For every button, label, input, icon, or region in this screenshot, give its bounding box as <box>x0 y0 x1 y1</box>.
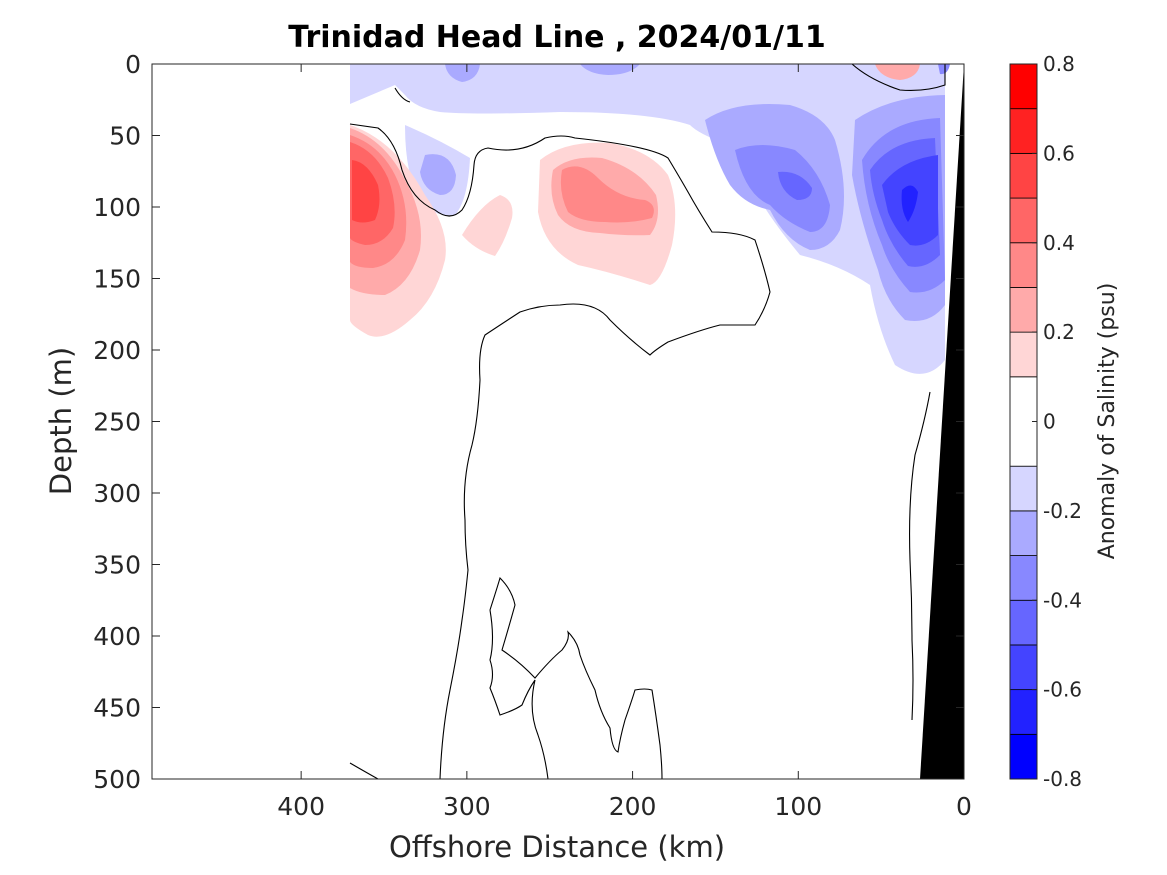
zero-contour-bottom-left <box>349 762 379 779</box>
bathymetry-shelf <box>920 64 964 779</box>
x-tick-label: 0 <box>956 792 972 821</box>
zero-contour-deep-loop-2 <box>489 609 549 779</box>
zero-contour-deep-loop <box>489 576 663 779</box>
colorbar-swatch <box>1009 510 1038 556</box>
x-tick-label: 400 <box>277 792 325 821</box>
x-axis: 400 300 200 100 0 <box>277 64 972 821</box>
zero-contour-main <box>349 123 771 779</box>
x-tick-label: 200 <box>609 792 657 821</box>
colorbar-swatch <box>1009 644 1038 691</box>
colorbar-tick-label: 0.2 <box>1043 320 1075 344</box>
y-tick-label: 350 <box>93 551 141 580</box>
colorbar-swatch <box>1009 733 1038 780</box>
colorbar-label: Anomaly of Salinity (psu) <box>1095 283 1120 560</box>
colorbar-swatch <box>1009 555 1038 601</box>
neg-anomaly-surface-patch <box>445 64 480 82</box>
colorbar-tick-label: -0.2 <box>1043 499 1082 523</box>
colorbar-tick-label: 0 <box>1043 410 1056 434</box>
y-axis-label: Depth (m) <box>44 347 78 495</box>
y-tick-label: 0 <box>125 50 141 79</box>
pos-anomaly-mid-small-lobe <box>462 195 513 256</box>
colorbar-swatch <box>1009 108 1038 154</box>
zero-contour-surface-left <box>394 87 411 103</box>
y-tick-label: 300 <box>93 479 141 508</box>
chart-title: Trinidad Head Line , 2024/01/11 <box>288 20 825 55</box>
colorbar-swatch <box>1009 152 1038 199</box>
x-tick-label: 300 <box>443 792 491 821</box>
zero-contour-surface-nearshore <box>851 64 946 91</box>
x-tick-label: 100 <box>774 792 822 821</box>
y-tick-label: 100 <box>93 193 141 222</box>
y-tick-label: 200 <box>93 336 141 365</box>
pos-anomaly-mid-l3 <box>560 166 654 223</box>
x-axis-label: Offshore Distance (km) <box>389 830 725 864</box>
pos-anomaly-surface-nearshore <box>875 64 920 80</box>
colorbar-tick-label: 0.6 <box>1043 141 1075 165</box>
y-axis: 0 50 100 150 200 250 300 350 400 450 500 <box>93 50 964 794</box>
neg-anomaly-surface-corner <box>938 64 950 75</box>
y-tick-label: 250 <box>93 408 141 437</box>
colorbar: 0.8 0.6 0.4 0.2 0 -0.2 -0.4 -0.6 -0.8 <box>1009 52 1082 791</box>
colorbar-tick-label: 0.8 <box>1043 52 1075 76</box>
y-tick-label: 450 <box>93 694 141 723</box>
zero-contour-nearshore <box>909 391 931 721</box>
y-tick-label: 50 <box>109 122 141 151</box>
neg-anomaly-surface-patch-2 <box>580 64 640 75</box>
neg-anomaly-mid-core-inner <box>778 171 812 200</box>
contour-fill-layer <box>350 64 950 374</box>
pos-anomaly-offshore-l5 <box>352 160 380 223</box>
y-tick-label: 400 <box>93 622 141 651</box>
colorbar-swatch <box>1009 242 1038 288</box>
colorbar-swatch <box>1009 63 1038 110</box>
y-tick-label: 150 <box>93 265 141 294</box>
colorbar-swatch <box>1009 689 1038 735</box>
neg-anomaly-nearshore-l5 <box>901 185 918 222</box>
colorbar-swatch <box>1009 287 1038 333</box>
colorbar-swatch <box>1009 197 1038 244</box>
colorbar-swatch <box>1009 331 1038 378</box>
zero-contour-lines <box>349 64 946 779</box>
colorbar-tick-label: -0.6 <box>1043 678 1082 702</box>
colorbar-tick-label: -0.4 <box>1043 588 1082 612</box>
y-tick-label: 500 <box>93 765 141 794</box>
colorbar-swatch <box>1009 599 1038 646</box>
neg-anomaly-left-core <box>420 154 456 195</box>
colorbar-tick-label: 0.4 <box>1043 231 1075 255</box>
colorbar-tick-label: -0.8 <box>1043 767 1082 791</box>
colorbar-swatch <box>1009 465 1038 512</box>
neg-anomaly-mid-core-mid <box>735 145 830 232</box>
